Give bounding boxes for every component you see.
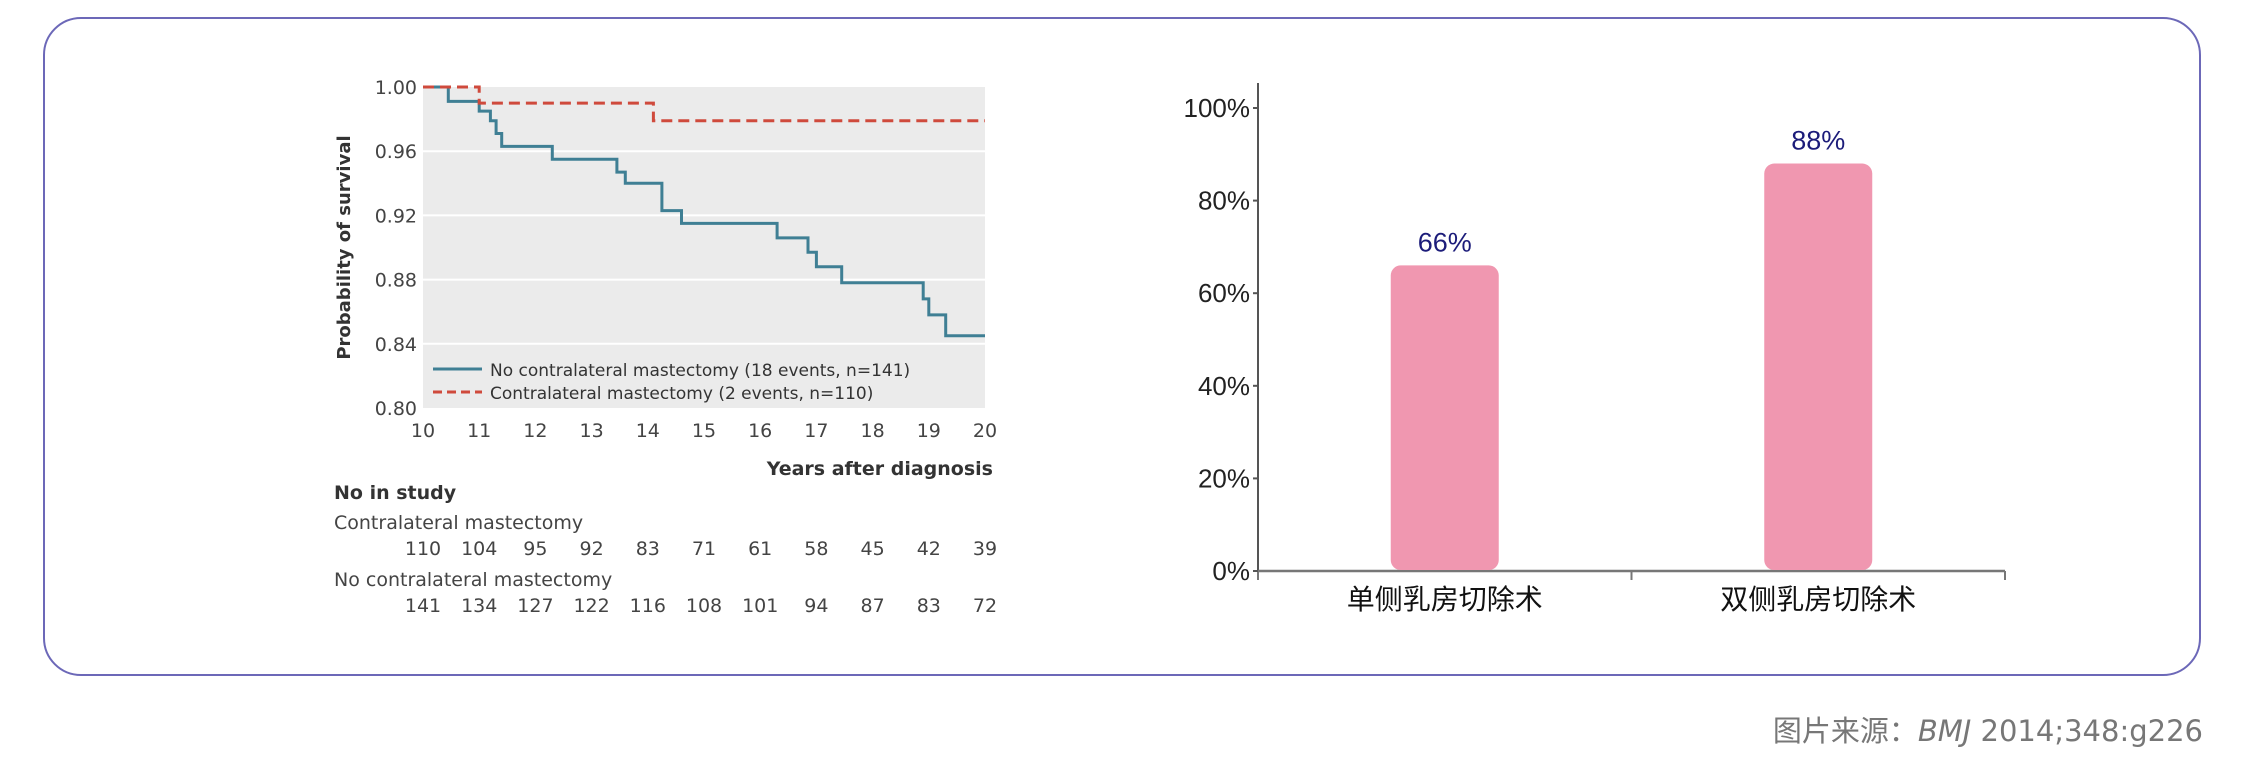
risk-count: 122	[573, 595, 609, 617]
satisfaction-bar-chart: 0% 20% 40% 60% 80% 100% 66% 88% 单侧乳房切除术 双侧乳房切除术	[1184, 83, 2006, 616]
risk-count: 39	[973, 538, 997, 560]
risk-count: 95	[523, 538, 547, 560]
bar-y-tick-label: 40%	[1198, 371, 1250, 401]
legend-label-contralateral: Contralateral mastectomy (2 events, n=11…	[490, 384, 873, 404]
x-tick-label: 17	[804, 420, 828, 442]
risk-count: 116	[630, 595, 666, 617]
risk-group-label: No contralateral mastectomy	[334, 569, 612, 591]
grid-lines	[423, 150, 985, 345]
risk-table-heading: No in study	[334, 482, 457, 504]
y-tick-labels: 0.80 0.84 0.88 0.92 0.96 1.00	[375, 77, 417, 420]
risk-count: 58	[804, 538, 828, 560]
plot-background	[423, 87, 985, 408]
x-axis-label: Years after diagnosis	[766, 458, 993, 480]
bar-category-label: 双侧乳房切除术	[1720, 583, 1916, 616]
risk-count: 45	[861, 538, 885, 560]
risk-count: 141	[405, 595, 441, 617]
risk-count: 104	[461, 538, 497, 560]
bar-value-label: 66%	[1418, 227, 1472, 257]
risk-count: 72	[973, 595, 997, 617]
source-citation: 2014;348:g226	[1971, 714, 2203, 748]
survival-curves	[423, 85, 985, 338]
bar-value-labels: 66% 88%	[1418, 126, 1846, 258]
x-tick-label: 13	[580, 420, 604, 442]
risk-count: 42	[917, 538, 941, 560]
risk-count: 108	[686, 595, 722, 617]
bars	[1390, 163, 1873, 570]
x-tick-label: 19	[917, 420, 941, 442]
bar	[1764, 163, 1873, 570]
curve-contralateral	[423, 85, 985, 123]
source-prefix: 图片来源：	[1772, 714, 1918, 748]
bar-y-tick-label: 0%	[1212, 556, 1250, 586]
survival-chart: 0.800.840.880.920.961.00 10 11 12 13 14 15 16 1…	[334, 77, 997, 617]
risk-row-no-contralateral: 141 134 127 122 116 108 101 94 87 83 72	[405, 595, 997, 617]
risk-count: 110	[405, 538, 441, 560]
risk-count: 61	[748, 538, 772, 560]
bar-category-label: 单侧乳房切除术	[1347, 583, 1543, 616]
image-source-caption: 图片来源：BMJ 2014;348:g226	[1773, 708, 2203, 750]
risk-count: 83	[917, 595, 941, 617]
y-axis-label: Probability of survival	[334, 135, 355, 359]
risk-count: 101	[742, 595, 778, 617]
y-tick-label: 0.96	[375, 141, 417, 163]
bar-value-label: 88%	[1791, 126, 1845, 156]
bar-y-tick-labels: 0% 20% 40% 60% 80% 100%	[1184, 93, 1251, 586]
legend-label-no-contralateral: No contralateral mastectomy (18 events, …	[490, 361, 910, 381]
x-tick-label: 15	[692, 420, 716, 442]
bar-axes	[1253, 83, 2006, 580]
x-tick-label: 20	[973, 420, 997, 442]
y-tick-label: 0.84	[375, 334, 417, 356]
x-tick-label: 18	[861, 420, 885, 442]
bar-y-tick-label: 20%	[1198, 463, 1250, 493]
bar-y-tick-label: 80%	[1198, 186, 1250, 216]
risk-count: 87	[861, 595, 885, 617]
risk-count: 134	[461, 595, 497, 617]
bar-y-tick-label: 100%	[1184, 93, 1251, 123]
risk-group-label: Contralateral mastectomy	[334, 512, 583, 534]
bar	[1390, 265, 1499, 570]
x-tick-label: 11	[467, 420, 491, 442]
risk-count: 127	[517, 595, 553, 617]
risk-row-contralateral: 110 104 95 92 83 71 61 58 45 42 39	[405, 538, 997, 560]
risk-count: 92	[580, 538, 604, 560]
legend: No contralateral mastectomy (18 events, …	[433, 361, 910, 404]
x-tick-label: 10	[411, 420, 435, 442]
y-tick-label: 0.80	[375, 398, 417, 420]
y-tick-label: 1.00	[375, 77, 417, 99]
x-tick-label: 12	[523, 420, 547, 442]
y-tick-label: 0.92	[375, 205, 417, 227]
source-journal: BMJ	[1917, 714, 1972, 748]
risk-count: 83	[636, 538, 660, 560]
x-tick-labels: 10 11 12 13 14 15 16 17 18 19 20	[411, 420, 997, 442]
bar-y-tick-label: 60%	[1198, 278, 1250, 308]
x-tick-label: 14	[636, 420, 660, 442]
y-tick-label: 0.88	[375, 270, 417, 292]
bar-category-labels: 单侧乳房切除术 双侧乳房切除术	[1347, 583, 1917, 616]
curve-no-contralateral	[423, 85, 985, 338]
risk-table: No in study Contralateral mastectomy 110…	[334, 482, 997, 617]
risk-count: 94	[804, 595, 828, 617]
x-tick-label: 16	[748, 420, 772, 442]
risk-count: 71	[692, 538, 716, 560]
figure-frame	[43, 17, 2201, 676]
